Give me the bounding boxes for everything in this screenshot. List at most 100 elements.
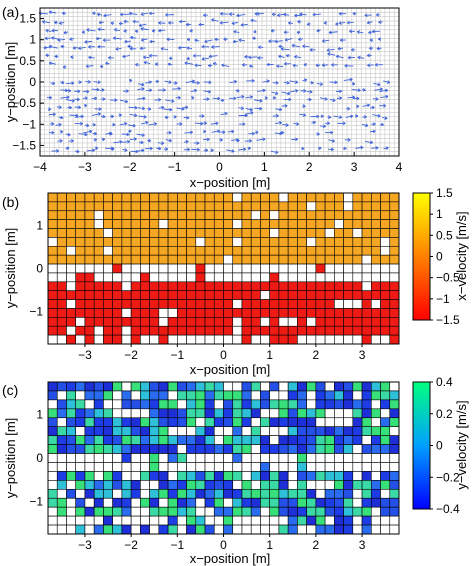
heatmap-cell [112, 272, 123, 283]
heatmap-cell [186, 219, 197, 229]
velocity-arrow-head [165, 147, 169, 151]
heatmap-cell [352, 245, 363, 256]
heatmap-cell [324, 254, 335, 265]
heatmap-cell [177, 488, 187, 499]
velocity-arrow [367, 21, 373, 24]
velocity-arrow-head [375, 97, 379, 101]
velocity-arrow-head [44, 36, 48, 41]
heatmap-cell [177, 381, 187, 392]
heatmap-cell [158, 210, 169, 220]
heatmap-cell [223, 381, 234, 392]
x-tick-label: 2 [313, 538, 320, 552]
heatmap-cell [167, 192, 178, 203]
heatmap-cell [232, 488, 243, 499]
velocity-arrow-head [299, 12, 303, 16]
heatmap-cell [269, 480, 280, 490]
velocity-arrow-head [342, 121, 346, 126]
heatmap-cell [361, 435, 372, 445]
heatmap-cell [75, 471, 86, 481]
heatmap-cell [47, 390, 58, 401]
heatmap-cell [204, 381, 215, 392]
heatmap-cell [250, 334, 261, 345]
velocity-arrow-head [343, 146, 347, 151]
heatmap-cell [149, 381, 160, 392]
heatmap-cell [250, 480, 261, 490]
heatmap-cell [324, 263, 335, 274]
velocity-arrow-head [327, 52, 331, 56]
velocity-arrow-head [330, 130, 334, 135]
velocity-arrow [185, 80, 195, 84]
velocity-arrow-head [371, 105, 375, 110]
heatmap-cell [287, 272, 298, 283]
heatmap-cell [158, 497, 169, 508]
velocity-arrow-head [344, 64, 348, 68]
velocity-arrow-head [385, 94, 389, 99]
heatmap-cell [195, 480, 206, 490]
x-tick-label: −3 [78, 160, 92, 174]
heatmap-cell [260, 237, 270, 247]
colorbar-tick-label: 1 [436, 207, 443, 221]
heatmap-cell [93, 325, 104, 336]
heatmap-cell [324, 272, 335, 283]
velocity-arrow-head [248, 139, 252, 143]
heatmap-cell [361, 480, 372, 490]
velocity-arrow [204, 39, 213, 43]
colorbar-tick-label: −0.5 [436, 271, 460, 285]
heatmap-cell [112, 426, 123, 436]
heatmap-cell [84, 263, 95, 274]
velocity-arrow-head [186, 37, 190, 42]
heatmap-cell [47, 237, 58, 247]
velocity-arrow [201, 57, 210, 60]
heatmap-cell [223, 201, 234, 212]
heatmap-cell [306, 453, 317, 463]
heatmap-cell [47, 254, 58, 265]
heatmap-cell [140, 299, 150, 309]
heatmap-cell [75, 334, 86, 345]
heatmap-cell [269, 317, 280, 327]
heatmap-cell [241, 245, 252, 256]
heatmap-cell [315, 219, 326, 229]
heatmap-cell [158, 390, 169, 401]
velocity-arrow-head [214, 37, 218, 42]
heatmap-cell [380, 506, 391, 517]
velocity-arrow [277, 13, 285, 16]
heatmap-cell [213, 263, 224, 274]
velocity-arrow-head [201, 44, 205, 49]
velocity-arrow-head [88, 55, 92, 60]
heatmap-cell [213, 444, 224, 454]
heatmap-cell [260, 506, 270, 517]
velocity-arrow [227, 130, 235, 133]
velocity-arrow [233, 30, 240, 34]
heatmap-cell [306, 254, 317, 265]
heatmap-cell [380, 254, 391, 265]
heatmap-cell [241, 417, 252, 428]
heatmap-cell [389, 325, 400, 336]
heatmap-cell [297, 408, 307, 419]
velocity-arrow-head [369, 140, 374, 145]
heatmap-cell [343, 254, 354, 265]
heatmap-cell [112, 290, 123, 300]
heatmap-cell [130, 219, 141, 229]
velocity-arrow-head [105, 61, 109, 66]
velocity-arrow-head [372, 29, 375, 34]
velocity-arrow [78, 47, 86, 49]
velocity-arrow-head [206, 97, 210, 101]
velocity-arrow-head [61, 11, 65, 16]
y-tick-label: −1.5 [12, 138, 36, 152]
heatmap-cell [112, 417, 123, 428]
heatmap-cell [232, 462, 243, 472]
heatmap-cell [380, 281, 391, 292]
heatmap-cell [195, 210, 206, 220]
velocity-arrow [369, 130, 376, 133]
heatmap-cell [241, 210, 252, 220]
velocity-arrow-head [151, 28, 156, 33]
heatmap-cell [389, 417, 400, 428]
heatmap-cell [84, 192, 95, 203]
heatmap-cell [361, 399, 372, 410]
heatmap-cell [370, 325, 381, 336]
heatmap-cell [334, 426, 344, 436]
velocity-arrow-head [179, 122, 183, 126]
velocity-arrow-head [249, 64, 253, 69]
velocity-arrow-head [97, 112, 101, 116]
velocity-arrow [160, 48, 169, 51]
